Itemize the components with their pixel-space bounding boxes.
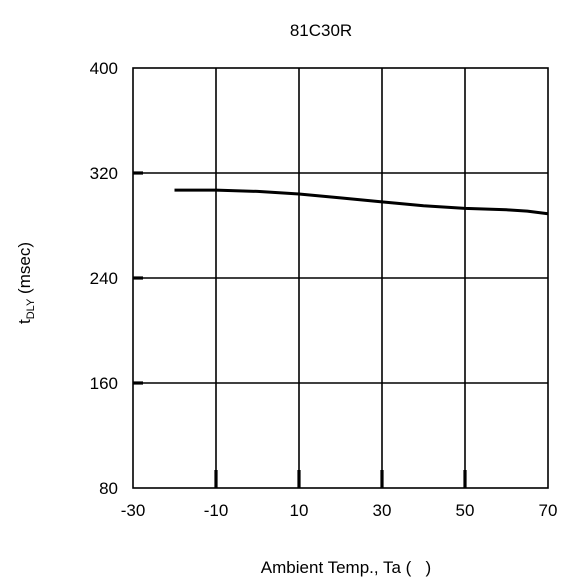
x-tick-label--10: -10 xyxy=(204,501,229,520)
plot-area-border xyxy=(132,67,549,489)
series-line-0 xyxy=(174,188,549,216)
y-tick-label-320: 320 xyxy=(90,164,118,183)
chart-title: 81C30R xyxy=(290,21,352,40)
y-tick-label-160: 160 xyxy=(90,374,118,393)
x-tick-label-70: 70 xyxy=(539,501,558,520)
x-tick-labels: -30 -10 10 30 50 70 xyxy=(121,501,558,520)
x-tick-label-50: 50 xyxy=(456,501,475,520)
y-tick-label-80: 80 xyxy=(99,479,118,498)
y-tick-label-240: 240 xyxy=(90,269,118,288)
y-axis-title-main: t xyxy=(15,319,34,324)
y-tick-labels: 80 160 240 320 400 xyxy=(90,59,118,498)
y-axis-title-subscript: DLY xyxy=(25,298,37,319)
x-axis-title: Ambient Temp., Ta ( ) xyxy=(261,558,431,577)
axis-ticks xyxy=(133,171,467,488)
x-tick-label--30: -30 xyxy=(121,501,146,520)
y-tick-label-400: 400 xyxy=(90,59,118,78)
y-axis-title: tDLY (msec) xyxy=(15,242,37,324)
grid-layer xyxy=(133,68,548,488)
y-axis-title-unit: (msec) xyxy=(15,242,34,299)
x-tick-label-10: 10 xyxy=(290,501,309,520)
series-layer xyxy=(174,188,549,216)
x-tick-label-30: 30 xyxy=(373,501,392,520)
